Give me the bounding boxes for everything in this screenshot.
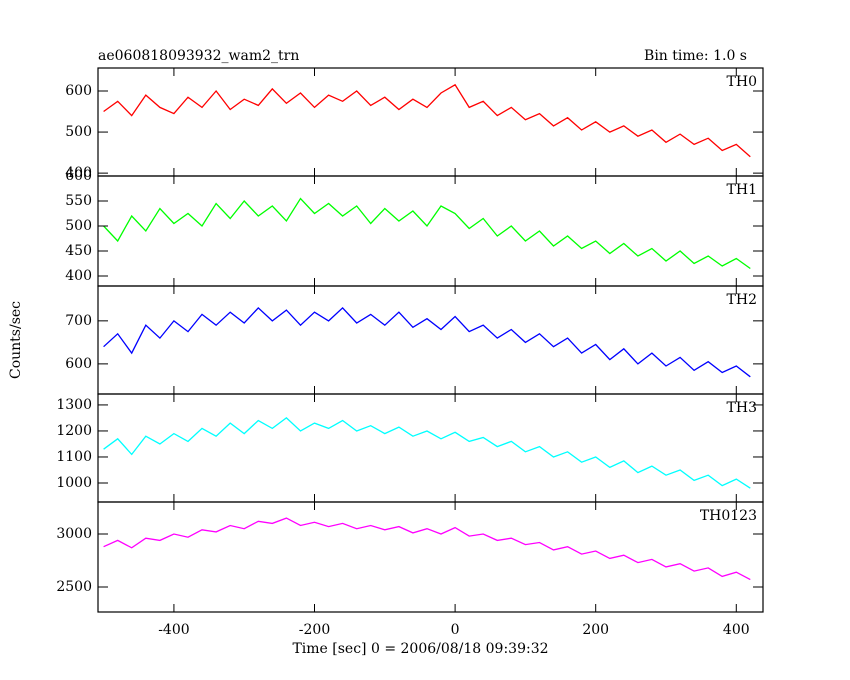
- x-tick-label: 200: [582, 622, 609, 638]
- x-tick-label: 400: [723, 622, 750, 638]
- panel-frame: [97, 285, 764, 395]
- light-curve: [103, 306, 751, 378]
- chart-title: ae060818093932_wam2_trn: [98, 48, 299, 64]
- y-tick-label: 600: [65, 83, 92, 99]
- light-curve: [103, 197, 751, 270]
- y-tick-label: 700: [65, 313, 92, 329]
- y-tick-label: 400: [65, 268, 92, 284]
- y-axis-label: Counts/sec: [8, 301, 24, 379]
- panel-frame: [97, 175, 764, 287]
- y-tick-label: 1200: [56, 423, 92, 439]
- y-tick-label: 1100: [56, 449, 92, 465]
- x-tick-label: 0: [451, 622, 460, 638]
- panel-frame: [97, 501, 764, 613]
- y-tick-label: 600: [65, 168, 92, 184]
- y-tick-label: 500: [65, 124, 92, 140]
- x-axis-label: Time [sec] 0 = 2006/08/18 09:39:32: [292, 641, 548, 657]
- y-tick-label: 3000: [56, 526, 92, 542]
- panel-label: TH3: [727, 400, 757, 416]
- x-tick-label: -200: [299, 622, 330, 638]
- panel-frame: [97, 67, 764, 177]
- panel-label: TH0123: [700, 508, 757, 524]
- y-tick-label: 1000: [56, 475, 92, 491]
- panel-frame: [97, 393, 764, 503]
- y-tick-label: 500: [65, 218, 92, 234]
- y-tick-label: 600: [65, 356, 92, 372]
- y-tick-label: 2500: [56, 579, 92, 595]
- panel-label: TH1: [727, 182, 757, 198]
- bin-time: Bin time: 1.0 s: [644, 48, 747, 64]
- panel-label: TH0: [727, 74, 757, 90]
- y-tick-label: 1300: [56, 397, 92, 413]
- light-curve: [103, 83, 751, 158]
- y-tick-label: 550: [65, 193, 92, 209]
- light-curve: [103, 417, 751, 489]
- y-tick-label: 450: [65, 243, 92, 259]
- light-curve: [103, 517, 751, 581]
- y-tick-label: 400: [65, 165, 92, 181]
- panel-label: TH2: [727, 292, 757, 308]
- x-tick-label: -400: [158, 622, 189, 638]
